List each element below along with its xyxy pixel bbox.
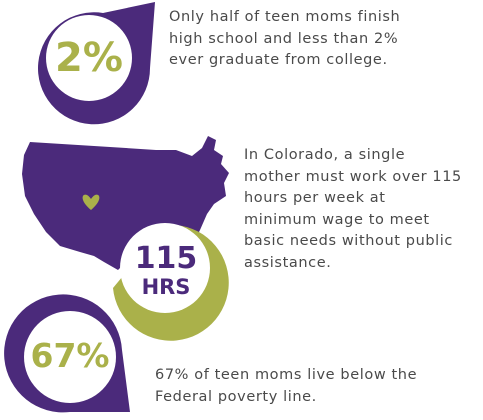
- heart-icon: [82, 194, 100, 210]
- stat-value-hrs: HRS: [141, 275, 191, 299]
- stat-value-2-percent: 2%: [55, 35, 123, 81]
- stat-value-67-percent: 67%: [30, 336, 110, 375]
- stat-text-poverty: 67% of teen moms live below the Federal …: [155, 367, 418, 405]
- stat-text-graduation: Only half of teen moms finish high schoo…: [169, 9, 401, 68]
- stat-value-115: 115: [134, 241, 198, 276]
- stat-text-work-hours: In Colorado, a single mother must work o…: [244, 147, 462, 271]
